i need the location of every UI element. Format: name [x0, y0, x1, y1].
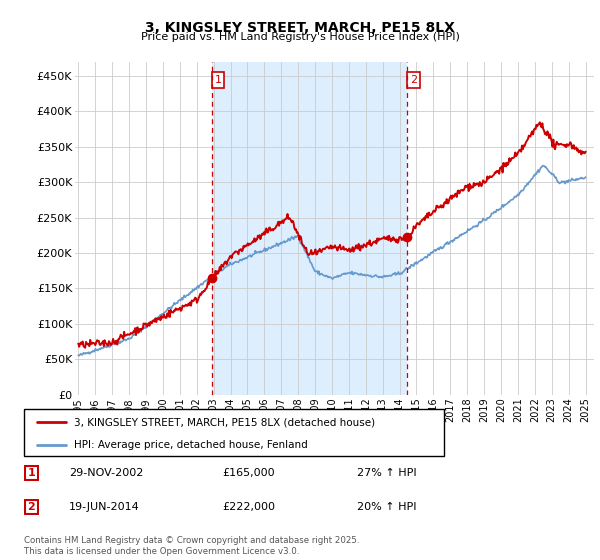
Text: 1: 1	[215, 75, 221, 85]
Text: HPI: Average price, detached house, Fenland: HPI: Average price, detached house, Fenl…	[74, 440, 308, 450]
Text: Price paid vs. HM Land Registry's House Price Index (HPI): Price paid vs. HM Land Registry's House …	[140, 32, 460, 43]
FancyBboxPatch shape	[24, 409, 444, 456]
Text: 2: 2	[410, 75, 417, 85]
Text: 3, KINGSLEY STREET, MARCH, PE15 8LX (detached house): 3, KINGSLEY STREET, MARCH, PE15 8LX (det…	[74, 417, 376, 427]
Text: 20% ↑ HPI: 20% ↑ HPI	[357, 502, 416, 512]
FancyBboxPatch shape	[25, 466, 38, 480]
FancyBboxPatch shape	[25, 500, 38, 514]
Text: 27% ↑ HPI: 27% ↑ HPI	[357, 468, 416, 478]
Text: Contains HM Land Registry data © Crown copyright and database right 2025.
This d: Contains HM Land Registry data © Crown c…	[24, 536, 359, 556]
Bar	[212, 62, 407, 395]
Text: 3, KINGSLEY STREET, MARCH, PE15 8LX: 3, KINGSLEY STREET, MARCH, PE15 8LX	[145, 21, 455, 35]
Text: 19-JUN-2014: 19-JUN-2014	[69, 502, 140, 512]
Text: 2: 2	[28, 502, 35, 512]
Text: 29-NOV-2002: 29-NOV-2002	[69, 468, 143, 478]
Text: 1: 1	[28, 468, 35, 478]
Text: £222,000: £222,000	[222, 502, 275, 512]
Text: £165,000: £165,000	[222, 468, 275, 478]
